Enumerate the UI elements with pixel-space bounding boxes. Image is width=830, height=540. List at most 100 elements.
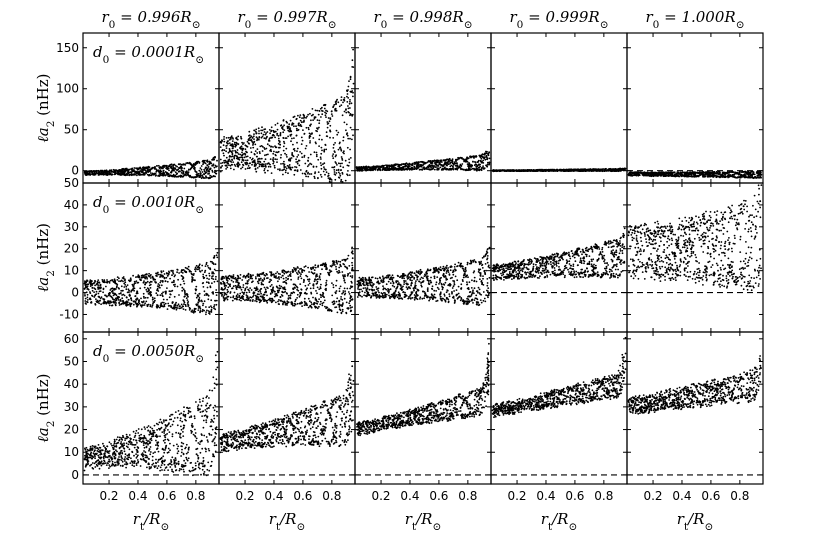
data-point [176, 165, 179, 168]
data-point [246, 167, 249, 170]
data-point [358, 168, 360, 171]
data-point [158, 170, 161, 173]
data-point [345, 129, 347, 132]
data-point [111, 173, 113, 176]
data-point [251, 141, 254, 144]
data-point [162, 174, 165, 177]
y-tick-label: 150 [56, 41, 79, 55]
data-point [445, 167, 448, 170]
data-point [604, 168, 606, 171]
data-point [332, 153, 335, 156]
data-point [84, 297, 87, 300]
data-point [159, 167, 161, 170]
data-point [264, 171, 266, 174]
data-point [206, 159, 209, 162]
data-point [293, 149, 296, 152]
data-point [268, 137, 271, 140]
data-point [95, 298, 97, 300]
data-point [707, 174, 710, 177]
data-point [702, 175, 705, 178]
data-point [685, 173, 687, 176]
data-point [225, 164, 228, 167]
data-point [265, 147, 268, 150]
data-point [254, 150, 257, 153]
data-point [259, 152, 261, 155]
data-point [258, 163, 261, 166]
data-point [329, 136, 331, 139]
data-point [290, 140, 292, 143]
data-point [468, 168, 471, 171]
data-point [753, 173, 756, 176]
data-point [722, 171, 725, 174]
data-point [305, 175, 307, 178]
data-point [725, 176, 727, 178]
data-point [301, 172, 304, 175]
data-point [255, 132, 258, 135]
data-point [233, 168, 235, 171]
data-point [633, 171, 635, 174]
data-point [261, 126, 263, 129]
data-point [571, 170, 574, 172]
data-point [299, 124, 301, 127]
data-point [422, 161, 425, 164]
data-point [193, 165, 195, 168]
data-point [166, 174, 169, 176]
data-point [664, 173, 667, 175]
data-point [189, 176, 192, 178]
data-point [250, 135, 253, 138]
data-point [173, 175, 176, 178]
panel-r2-c1 [82, 182, 220, 333]
data-point [285, 147, 288, 150]
data-point [318, 119, 321, 122]
data-point [190, 176, 193, 179]
data-point [497, 169, 499, 172]
data-point [410, 168, 413, 171]
data-point [469, 165, 472, 168]
data-point [286, 121, 288, 124]
data-point [646, 171, 649, 174]
data-point [249, 156, 252, 159]
panel-r1-c1 [82, 32, 220, 184]
data-point [391, 167, 393, 170]
data-point [356, 168, 358, 170]
data-point [444, 162, 446, 165]
data-point [352, 91, 354, 94]
data-point [88, 171, 91, 174]
data-point [282, 145, 285, 148]
data-point [398, 168, 400, 171]
data-point [422, 164, 425, 166]
data-point [563, 170, 566, 173]
data-point [278, 139, 280, 142]
data-point [385, 169, 388, 172]
data-point [262, 133, 265, 136]
data-point [312, 165, 315, 168]
data-point [130, 173, 133, 176]
data-point [289, 127, 292, 129]
data-point [326, 135, 329, 138]
data-point [503, 169, 505, 172]
data-point [349, 148, 351, 151]
data-point [343, 150, 345, 153]
data-point [163, 164, 166, 167]
data-point [224, 160, 227, 162]
data-point [237, 153, 240, 155]
data-point [215, 294, 218, 296]
data-point [319, 107, 322, 110]
data-point [449, 161, 452, 164]
column-title-1: r0 = 0.996R⊙ [101, 8, 200, 31]
y-tick-label: 0 [71, 286, 79, 300]
data-point [210, 277, 213, 280]
data-point [101, 169, 103, 172]
data-point [168, 169, 170, 172]
data-point [332, 143, 335, 146]
data-point [222, 144, 225, 147]
data-point [446, 158, 448, 161]
data-point [91, 170, 94, 173]
data-point [459, 164, 462, 167]
data-point [206, 309, 208, 312]
data-point [300, 136, 303, 139]
data-point [147, 303, 150, 306]
data-point [538, 168, 541, 171]
data-point [401, 166, 403, 169]
data-point [333, 169, 336, 171]
